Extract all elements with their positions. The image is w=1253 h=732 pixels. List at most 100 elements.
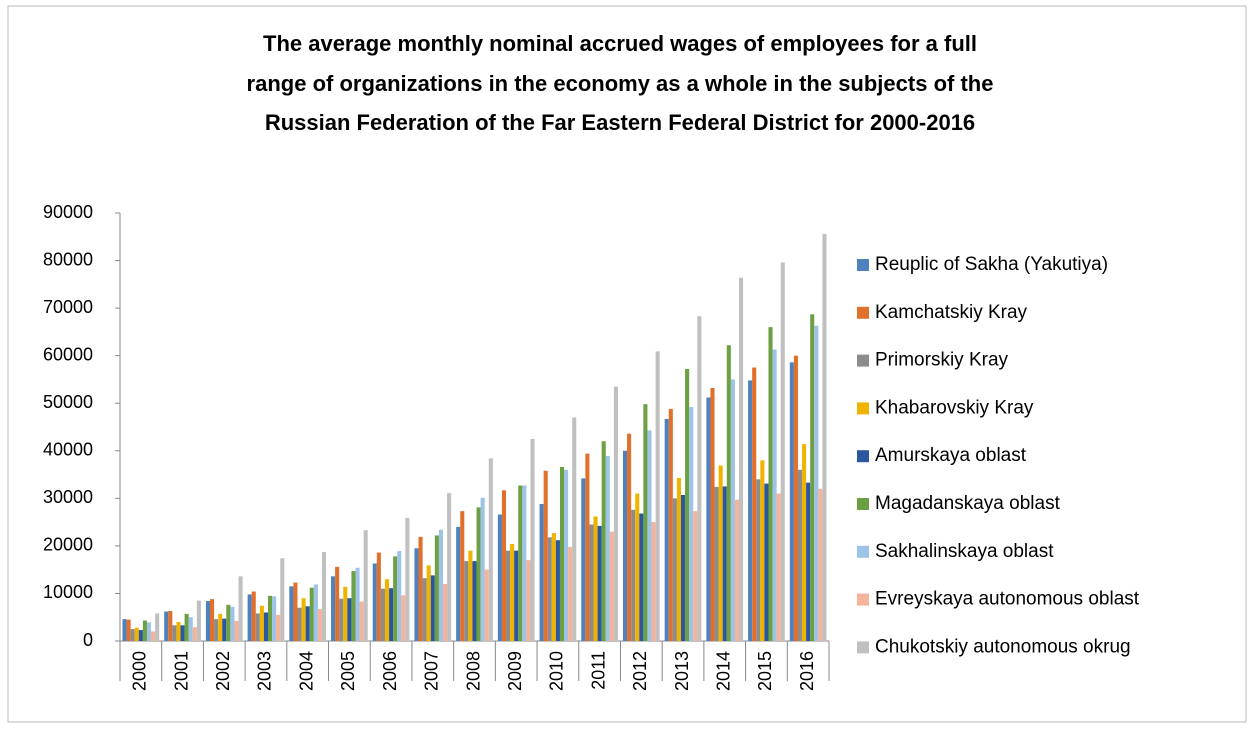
bar xyxy=(706,397,711,641)
bar xyxy=(218,613,223,641)
bar xyxy=(305,606,310,641)
bar xyxy=(768,327,773,641)
bar xyxy=(613,386,618,641)
bar xyxy=(142,620,147,641)
bar xyxy=(464,561,469,641)
bar xyxy=(438,529,443,641)
bar xyxy=(176,621,181,641)
bar xyxy=(739,277,744,641)
bar xyxy=(697,316,702,641)
legend-swatch xyxy=(857,641,869,654)
bar xyxy=(434,535,439,641)
bar xyxy=(543,470,548,641)
bar xyxy=(793,355,798,641)
bar xyxy=(456,526,461,641)
bar xyxy=(676,477,681,641)
legend-swatch xyxy=(857,450,869,463)
bar xyxy=(810,314,815,641)
bar xyxy=(664,418,669,641)
bar xyxy=(293,582,298,641)
bar xyxy=(593,516,598,641)
bar xyxy=(718,465,723,641)
bar xyxy=(276,614,281,641)
bar xyxy=(551,533,556,641)
bar xyxy=(647,430,652,641)
bar xyxy=(472,561,477,641)
bar xyxy=(447,493,452,641)
y-tick-label: 40000 xyxy=(43,440,93,460)
bar xyxy=(130,629,135,641)
bar xyxy=(655,351,660,641)
bar xyxy=(539,504,544,641)
bar xyxy=(589,524,594,641)
bar xyxy=(672,498,677,641)
bar xyxy=(426,565,431,641)
x-tick-label: 2010 xyxy=(547,651,567,691)
bar xyxy=(301,598,306,641)
y-tick-label: 30000 xyxy=(43,487,93,507)
bar xyxy=(188,617,193,641)
bar xyxy=(622,450,628,641)
x-tick-label: 2016 xyxy=(797,651,817,691)
bar xyxy=(597,525,602,641)
bar xyxy=(605,456,610,641)
y-tick-label: 80000 xyxy=(43,249,93,269)
bar xyxy=(289,586,294,641)
bar xyxy=(685,368,690,641)
bar xyxy=(209,599,215,641)
y-tick-label: 0 xyxy=(83,630,93,650)
bar xyxy=(205,601,210,641)
x-tick-label: 2007 xyxy=(422,651,442,691)
bar xyxy=(526,560,531,641)
x-tick-label: 2003 xyxy=(255,651,275,691)
bar xyxy=(780,262,785,641)
bar xyxy=(506,550,511,641)
bar xyxy=(710,388,715,641)
bar xyxy=(460,511,465,641)
bar xyxy=(806,482,811,641)
bar xyxy=(263,612,269,641)
bar xyxy=(776,493,781,641)
bar xyxy=(442,583,448,641)
bar xyxy=(510,543,515,641)
bar xyxy=(164,611,169,641)
bar xyxy=(343,586,348,641)
bar xyxy=(668,408,673,641)
bar xyxy=(722,486,727,641)
bar xyxy=(680,495,686,641)
bar xyxy=(480,497,485,641)
bar xyxy=(797,469,803,641)
bar xyxy=(234,621,239,641)
x-tick-label: 2002 xyxy=(213,651,233,691)
bar xyxy=(585,453,590,641)
bar xyxy=(393,556,398,641)
bar xyxy=(643,404,648,641)
bar xyxy=(339,598,344,641)
bar xyxy=(372,563,377,641)
x-tick-label: 2005 xyxy=(338,651,358,691)
bar xyxy=(134,627,139,641)
bar xyxy=(760,460,765,641)
bar xyxy=(355,567,360,641)
bar xyxy=(138,630,143,641)
bar xyxy=(559,466,565,641)
bar xyxy=(772,349,777,641)
bar xyxy=(376,552,381,641)
bar xyxy=(331,576,336,641)
bar xyxy=(822,233,827,641)
bar xyxy=(734,499,740,641)
bar xyxy=(689,407,694,641)
bar xyxy=(468,550,473,641)
legend-label: Sakhalinskaya oblast xyxy=(875,541,1054,562)
bar xyxy=(488,458,493,641)
bar xyxy=(192,627,197,641)
bar xyxy=(418,536,423,641)
bar xyxy=(581,478,586,641)
bar xyxy=(802,444,807,641)
bar xyxy=(359,601,364,641)
legend-swatch xyxy=(857,545,869,558)
x-tick-label: 2014 xyxy=(713,651,733,691)
chart-title: Russian Federation of the Far Eastern Fe… xyxy=(265,110,975,135)
bar xyxy=(335,566,340,641)
x-tick-label: 2013 xyxy=(672,651,692,691)
